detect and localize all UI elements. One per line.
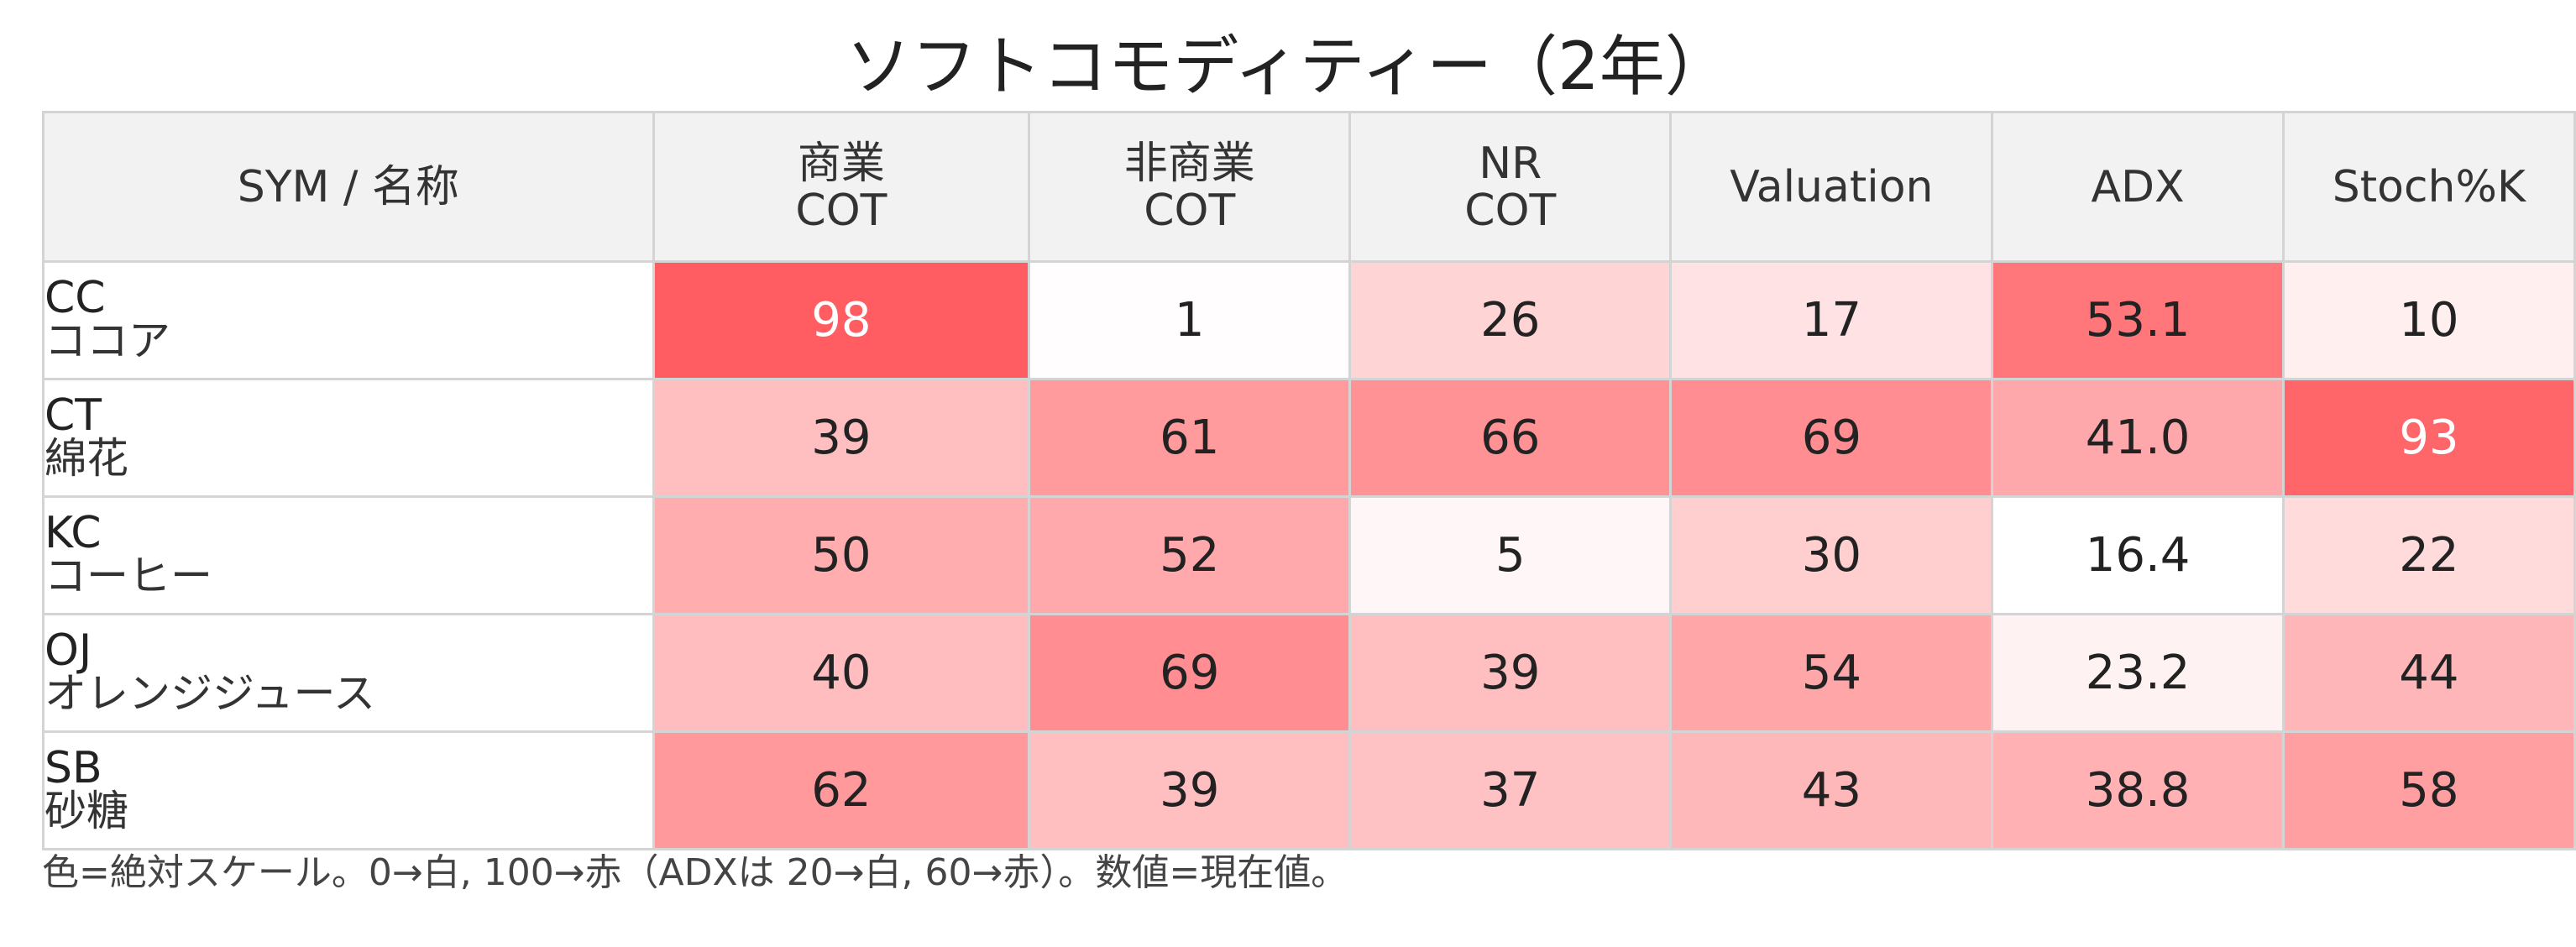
column-header-sym: SYM / 名称 <box>42 111 655 263</box>
column-header-noncommercial-cot: 非商業 COT <box>1028 111 1352 263</box>
heatmap-cell: 5 <box>1348 495 1673 615</box>
table-row: KC コーヒー 50 52 5 30 16.4 22 <box>42 495 2576 615</box>
row-symbol: KC <box>45 507 102 558</box>
table-row: CC ココア 98 1 26 17 53.1 10 <box>42 260 2576 380</box>
header-row: SYM / 名称 商業 COT 非商業 COT NR COT Valuation… <box>42 111 2576 263</box>
row-name: オレンジジュース <box>45 668 375 718</box>
row-header: OJ オレンジジュース <box>42 613 655 733</box>
heatmap-cell: 22 <box>2281 495 2576 615</box>
heatmap-cell: 66 <box>1348 378 1673 498</box>
heatmap-cell: 53.1 <box>1991 260 2285 380</box>
heatmap-cell: 16.4 <box>1991 495 2285 615</box>
heatmap-cell: 43 <box>1669 730 1994 850</box>
heatmap-cell: 69 <box>1028 613 1352 733</box>
table-row: OJ オレンジジュース 40 69 39 54 23.2 44 <box>42 613 2576 733</box>
row-name: 砂糖 <box>45 786 128 835</box>
row-header: CC ココア <box>42 260 655 380</box>
heatmap-cell: 44 <box>2281 613 2576 733</box>
heatmap-table: SYM / 名称 商業 COT 非商業 COT NR COT Valuation… <box>42 111 2576 850</box>
column-header-stoch-k: Stoch%K <box>2281 111 2576 263</box>
heatmap-cell: 40 <box>652 613 1031 733</box>
heatmap-cell: 39 <box>1028 730 1352 850</box>
heatmap-cell: 23.2 <box>1991 613 2285 733</box>
table-row: SB 砂糖 62 39 37 43 38.8 58 <box>42 730 2576 850</box>
heatmap-cell: 38.8 <box>1991 730 2285 850</box>
heatmap-cell: 50 <box>652 495 1031 615</box>
column-header-commercial-cot: 商業 COT <box>652 111 1031 263</box>
column-header-valuation: Valuation <box>1669 111 1994 263</box>
heatmap-cell: 61 <box>1028 378 1352 498</box>
heatmap-cell: 54 <box>1669 613 1994 733</box>
heatmap-cell: 69 <box>1669 378 1994 498</box>
heatmap-cell: 93 <box>2281 378 2576 498</box>
heatmap-cell: 26 <box>1348 260 1673 380</box>
table-row: CT 綿花 39 61 66 69 41.0 93 <box>42 378 2576 498</box>
heatmap-cell: 1 <box>1028 260 1352 380</box>
footnote: 色=絶対スケール。0→白, 100→赤（ADXは 20→白, 60→赤）。数値=… <box>42 851 1348 894</box>
row-symbol: SB <box>45 742 102 793</box>
column-header-adx: ADX <box>1991 111 2285 263</box>
heatmap-cell: 58 <box>2281 730 2576 850</box>
heatmap-cell: 37 <box>1348 730 1673 850</box>
heatmap-cell: 52 <box>1028 495 1352 615</box>
row-name: コーヒー <box>45 551 212 600</box>
row-symbol: CC <box>45 272 106 323</box>
row-symbol: OJ <box>45 625 92 676</box>
row-header: SB 砂糖 <box>42 730 655 850</box>
chart-title: ソフトコモディティー（2年） <box>846 29 1730 105</box>
heatmap-cell: 62 <box>652 730 1031 850</box>
column-header-nr-cot: NR COT <box>1348 111 1673 263</box>
heatmap-cell: 98 <box>652 260 1031 380</box>
heatmap-cell: 39 <box>652 378 1031 498</box>
row-symbol: CT <box>45 390 102 441</box>
heatmap-cell: 30 <box>1669 495 1994 615</box>
row-header: KC コーヒー <box>42 495 655 615</box>
row-name: ココア <box>45 316 170 365</box>
heatmap-cell: 41.0 <box>1991 378 2285 498</box>
heatmap-cell: 39 <box>1348 613 1673 733</box>
row-header: CT 綿花 <box>42 378 655 498</box>
heatmap-cell: 10 <box>2281 260 2576 380</box>
heatmap-cell: 17 <box>1669 260 1994 380</box>
row-name: 綿花 <box>45 433 128 483</box>
